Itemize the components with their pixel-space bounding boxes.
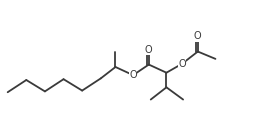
Text: O: O [178, 59, 186, 69]
Text: O: O [129, 70, 137, 80]
Text: O: O [194, 31, 202, 41]
Text: O: O [145, 45, 153, 55]
